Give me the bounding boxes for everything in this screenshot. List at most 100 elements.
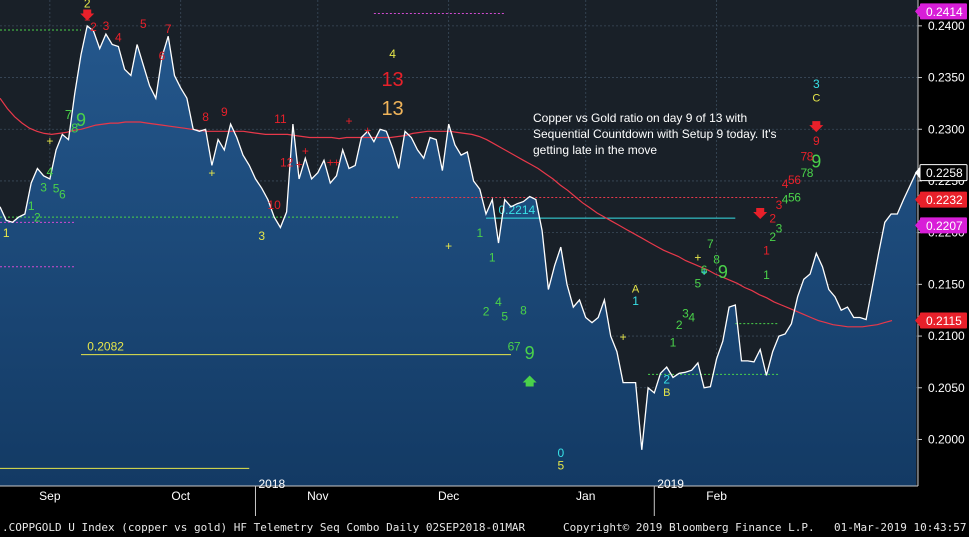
td-marker: 1 bbox=[489, 251, 496, 265]
annotation-text: Copper vs Gold ratio on day 9 of 13 with… bbox=[533, 110, 833, 158]
x-tick-label: Sep bbox=[39, 489, 61, 503]
x-tick-label: Dec bbox=[438, 489, 459, 503]
td-marker: 7 bbox=[514, 340, 521, 354]
x-tick-label: Feb bbox=[706, 489, 727, 503]
annotation-line: Sequential Countdown with Setup 9 today.… bbox=[533, 127, 777, 141]
td-marker: 13 bbox=[381, 98, 403, 120]
level-label: 0.2214 bbox=[499, 203, 536, 217]
td-marker: 4 bbox=[389, 47, 396, 61]
td-marker: 2 bbox=[483, 304, 490, 318]
td-marker: 7 bbox=[800, 149, 807, 163]
td-marker: 8 bbox=[807, 166, 814, 180]
td-marker: 5 bbox=[788, 191, 795, 205]
td-marker: 8 bbox=[713, 253, 720, 267]
year-label: 2019 bbox=[657, 477, 684, 491]
td-marker: 4 bbox=[47, 165, 54, 179]
price-tag-label: 0.2232 bbox=[926, 193, 963, 207]
price-tags: 0.2414 0.2258 0.2232 0.2207 0.2115 bbox=[915, 3, 968, 329]
td-marker: 5 bbox=[140, 17, 147, 31]
td-marker: 3 bbox=[813, 77, 820, 91]
td-marker: 8 bbox=[71, 120, 78, 135]
year-label: 2018 bbox=[258, 477, 285, 491]
td-marker: 2 bbox=[663, 373, 670, 387]
td-marker: 5 bbox=[695, 276, 702, 290]
td-marker: 4 bbox=[115, 30, 122, 44]
td-marker: B bbox=[663, 387, 670, 399]
annotation-line: getting late in the move bbox=[533, 143, 658, 157]
price-tag bbox=[920, 217, 967, 234]
td-marker: + bbox=[345, 114, 352, 128]
arrow-up-icon bbox=[522, 375, 537, 387]
price-tag-label: 0.2207 bbox=[926, 219, 963, 233]
y-tick-label: 0.2300 bbox=[928, 122, 965, 136]
td-marker: 6 bbox=[159, 49, 166, 63]
td-marker: 5 bbox=[557, 458, 564, 472]
td-marker: 3 bbox=[103, 19, 110, 33]
td-marker: 1 bbox=[28, 199, 35, 213]
td-marker: 1 bbox=[3, 226, 10, 240]
td-marker: + bbox=[364, 123, 371, 137]
td-marker: 4 bbox=[495, 295, 502, 309]
footer-security: .COPPGOLD U Index (copper vs gold) HF Te… bbox=[2, 521, 526, 534]
td-marker: 1 bbox=[670, 335, 677, 349]
td-marker: + bbox=[701, 265, 708, 279]
td-marker: 9 bbox=[813, 134, 820, 148]
annotation-line: Copper vs Gold ratio on day 9 of 13 with bbox=[533, 111, 748, 125]
td-marker: 5 bbox=[53, 181, 60, 195]
td-marker: + bbox=[208, 166, 215, 180]
x-tick-label: Oct bbox=[171, 489, 190, 503]
td-marker: 13 bbox=[381, 69, 403, 91]
price-tag-label: 0.2258 bbox=[926, 166, 963, 180]
td-marker: 7 bbox=[65, 107, 72, 122]
td-marker: 2 bbox=[769, 211, 776, 225]
td-marker: 11 bbox=[274, 112, 287, 126]
td-marker: 1 bbox=[476, 226, 483, 240]
price-tag-pointer bbox=[915, 314, 920, 327]
price-tag-pointer bbox=[915, 219, 920, 232]
td-marker: 6 bbox=[59, 188, 66, 202]
td-marker: 2 bbox=[84, 0, 91, 10]
td-marker: 2 bbox=[90, 20, 97, 34]
td-marker: + bbox=[445, 239, 452, 253]
y-tick-label: 0.2050 bbox=[928, 381, 965, 395]
y-axis: 0.24000.23500.23000.22500.22000.21500.21… bbox=[918, 19, 965, 446]
td-marker: 9 bbox=[221, 105, 228, 119]
y-tick-label: 0.2150 bbox=[928, 277, 965, 291]
x-tick-label: Nov bbox=[307, 489, 328, 503]
td-marker: + bbox=[327, 155, 334, 169]
td-marker: 12 bbox=[280, 155, 294, 169]
td-marker: 8 bbox=[520, 303, 527, 317]
level-label: 0.2082 bbox=[87, 340, 124, 354]
price-tag bbox=[920, 3, 967, 20]
price-area bbox=[0, 25, 916, 487]
td-marker: 1 bbox=[632, 294, 639, 308]
price-tag-pointer bbox=[915, 193, 920, 206]
arrow-down-icon bbox=[80, 9, 95, 21]
arrow-down-icon bbox=[753, 208, 768, 220]
td-marker: + bbox=[694, 251, 701, 265]
price-tag bbox=[920, 312, 967, 329]
td-marker: + bbox=[333, 155, 340, 169]
td-marker: 7 bbox=[707, 237, 714, 251]
price-tag-pointer bbox=[915, 5, 920, 18]
td-marker: + bbox=[302, 144, 309, 158]
td-marker: 3 bbox=[40, 180, 47, 194]
td-marker: 4 bbox=[688, 311, 695, 325]
td-marker: 6 bbox=[794, 173, 801, 187]
y-tick-label: 0.2000 bbox=[928, 432, 965, 446]
td-marker: 9 bbox=[811, 152, 821, 172]
td-marker: 1 bbox=[763, 243, 770, 257]
arrow-down-icon bbox=[809, 121, 824, 133]
td-marker: 2 bbox=[769, 230, 776, 244]
y-tick-label: 0.2400 bbox=[928, 19, 965, 33]
td-marker: 9 bbox=[718, 262, 728, 282]
td-marker: 0 bbox=[557, 446, 564, 460]
td-marker: 4 bbox=[782, 177, 789, 191]
x-tick-label: Jan bbox=[576, 489, 595, 503]
td-marker: 10 bbox=[267, 198, 281, 212]
td-marker: 8 bbox=[202, 110, 209, 124]
td-markers: 1123456+7892123456789+1031112++++++41313… bbox=[3, 0, 821, 472]
td-marker: + bbox=[296, 158, 303, 172]
td-marker: 3 bbox=[776, 198, 783, 212]
td-marker: 6 bbox=[508, 340, 515, 354]
